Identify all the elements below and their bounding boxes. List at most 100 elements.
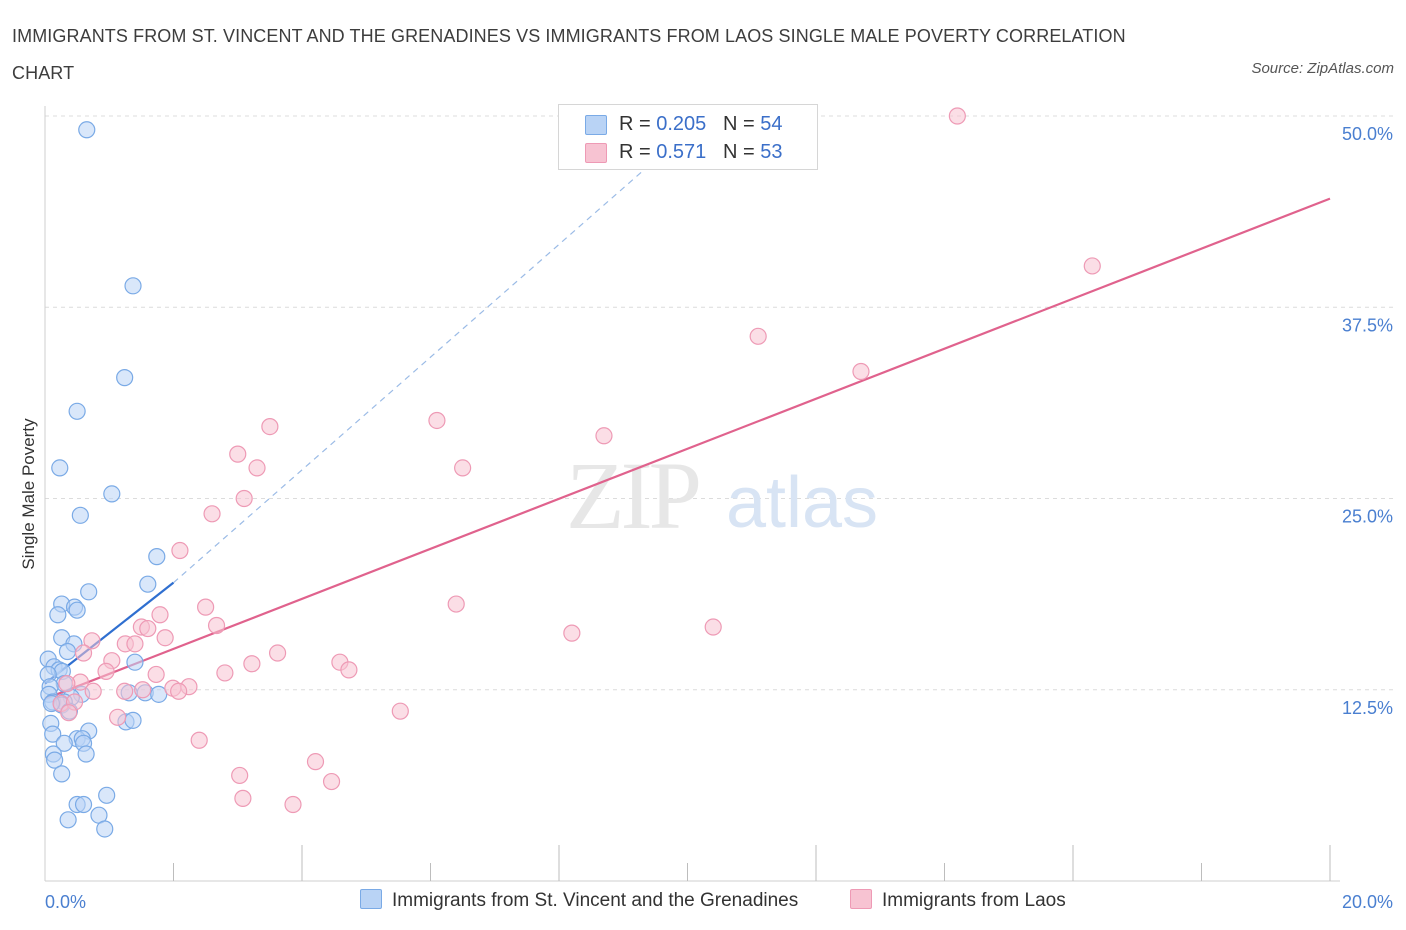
data-point [71,506,89,524]
data-point [231,766,249,785]
legend-swatch-stvincent [585,115,607,135]
legend-swatch-laos [585,143,607,163]
data-point [151,606,169,624]
chart-title: IMMIGRANTS FROM ST. VINCENT AND THE GREN… [12,26,1126,83]
data-point [268,644,287,662]
data-point [74,795,93,814]
data-point [234,789,252,807]
data-point [109,708,127,726]
legend-r-value: 0.571 [656,141,707,163]
y-tick-label: 37.5% [1342,315,1393,335]
series-laos-points [52,107,1101,814]
axes [44,106,1340,882]
data-point [139,619,157,638]
data-point [103,485,121,503]
y-tick-label: 25.0% [1342,507,1393,527]
legend-n-label: N = [722,113,761,135]
series-legend-laos: Immigrants from Laos [850,889,1066,912]
data-point [49,606,67,624]
y-axis-label: Single Male Poverty [19,418,38,570]
watermark: ZIP atlas [566,442,878,549]
data-point [98,786,116,804]
legend-n-value: 54 [760,113,783,135]
data-point [171,541,189,560]
data-point [190,731,208,749]
x-tick-label: 20.0% [1342,892,1393,912]
data-point [139,575,157,593]
data-point [563,624,581,642]
data-point [97,662,115,680]
gridlines [45,115,1395,691]
data-point [116,682,134,700]
data-point [248,459,266,477]
data-point [306,753,325,771]
data-point [126,653,144,671]
series-legend-stvincent: Immigrants from St. Vincent and the Gren… [360,889,798,912]
data-point [749,327,767,345]
data-point [235,489,253,508]
series-label-stvincent: Immigrants from St. Vincent and the Gren… [392,890,799,911]
data-point [58,642,77,661]
data-point [948,107,966,125]
data-point [60,704,78,722]
data-point [704,618,722,636]
data-point [83,632,101,650]
tick-labels: 12.5% 25.0% 37.5% 50.0% 0.0% 20.0% [45,124,1393,912]
watermark-zip: ZIP [566,442,699,549]
y-tick-label: 50.0% [1342,124,1393,144]
data-point [852,362,870,381]
data-point [261,417,279,436]
series-swatch-stvincent [360,889,382,909]
data-point [58,675,76,693]
data-point [1083,257,1101,275]
data-point [216,664,234,682]
y-tick-label: 12.5% [1342,698,1393,718]
data-point [170,682,188,700]
data-point [148,548,166,566]
data-point [243,655,261,673]
data-point [68,601,86,619]
data-point [229,445,247,463]
data-point [454,459,472,477]
data-point [124,277,142,295]
data-point [74,644,93,662]
data-point [53,765,71,783]
data-point [68,402,86,420]
legend-r-value: 0.205 [656,113,707,135]
data-point [80,583,98,601]
data-point [447,595,465,613]
data-point [77,745,95,763]
data-point [134,681,152,699]
watermark-atlas: atlas [726,463,878,543]
legend-n-value: 53 [760,141,783,163]
data-points [39,107,1101,838]
data-point [46,751,64,769]
data-point [203,505,221,523]
data-point [391,702,409,720]
data-point [126,635,144,653]
data-point [284,795,302,814]
data-point [322,772,341,791]
data-point [96,820,114,838]
trend-lines [44,153,1331,700]
correlation-legend: R = 0.205 N = 54 R = 0.571 N = 53 [558,104,818,170]
data-point [595,427,613,445]
data-point [156,629,174,647]
trend-extension-stvincent [173,153,663,584]
legend-r-label: R = [619,113,657,135]
data-point [59,811,77,829]
data-point [340,661,358,679]
data-point [428,411,446,430]
data-point [116,369,134,387]
data-point [51,459,69,477]
data-point [84,682,102,700]
series-stvincent-points [39,121,168,838]
source-label: Source: ZipAtlas.com [1251,60,1394,77]
trend-line-laos [44,197,1331,700]
x-tick-label: 0.0% [45,892,86,912]
series-swatch-laos [850,889,872,909]
data-point [55,734,73,752]
data-point [147,665,165,684]
series-label-laos: Immigrants from Laos [882,890,1066,911]
